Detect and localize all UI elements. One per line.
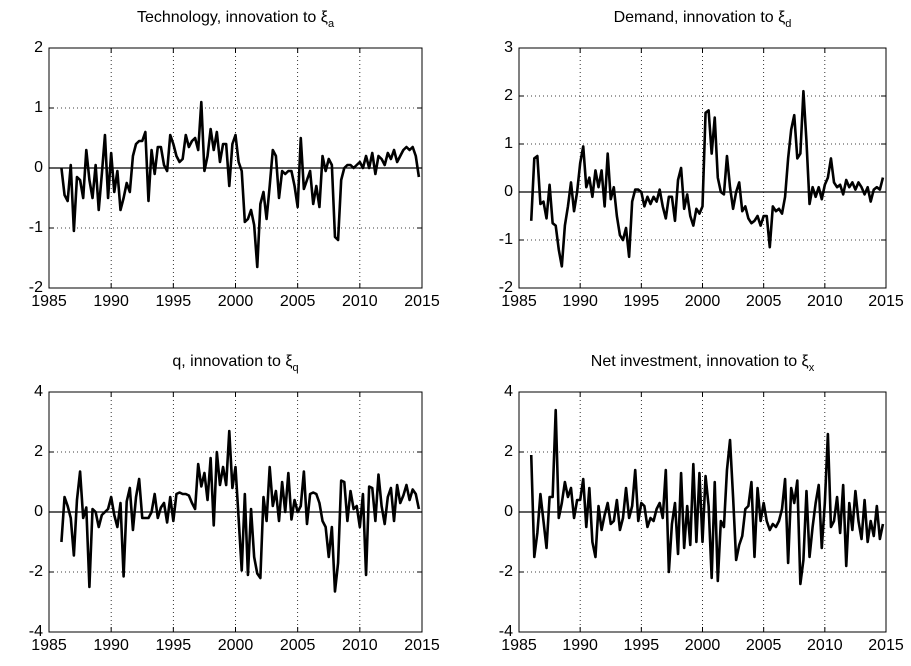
x-tick-label: 1995 (156, 293, 192, 310)
x-tick-label: 2015 (404, 293, 440, 310)
title-subscript: a (328, 18, 335, 30)
x-tick-label: 1985 (501, 637, 537, 654)
data-line (60, 429, 421, 593)
y-tick-label: 2 (504, 443, 513, 460)
y-tick-label: 0 (504, 503, 513, 520)
x-tick-label: 2010 (342, 293, 378, 310)
y-tick-label: -1 (499, 231, 513, 248)
x-tick-label: 1990 (562, 293, 598, 310)
title-subscript: q (293, 362, 299, 374)
title-subscript: d (785, 18, 791, 30)
y-tick-label: 0 (504, 183, 513, 200)
x-tick-label: 2000 (218, 293, 254, 310)
subplot: Demand, innovation to ξd 1985 1990 1995 2000… (499, 9, 904, 310)
x-tick-label: 2000 (218, 637, 254, 654)
y-tick-label: 4 (504, 383, 513, 400)
y-tick-label: 0 (34, 159, 43, 176)
subplot: Net investment, innovation to ξx 1985 1990… (499, 353, 904, 654)
x-tick-label: 2015 (868, 637, 904, 654)
subplot-title: Net investment, innovation to ξx (591, 353, 815, 374)
y-tick-label: 3 (504, 39, 513, 56)
x-tick-label: 2005 (746, 637, 782, 654)
title-text: q, innovation to ξ (172, 353, 292, 370)
x-tick-label: 2010 (342, 637, 378, 654)
x-tick-label: 1995 (624, 637, 660, 654)
data-line (529, 89, 885, 268)
y-tick-label: -2 (499, 563, 513, 580)
y-tick-label: 0 (34, 503, 43, 520)
x-tick-label: 1995 (624, 293, 660, 310)
axes-frame (518, 47, 887, 289)
y-tick-label: 1 (34, 99, 43, 116)
axes-frame (48, 391, 423, 633)
x-tick-label: 1985 (31, 637, 67, 654)
x-tick-label: 1995 (156, 637, 192, 654)
x-tick-label: 1990 (93, 293, 129, 310)
axes-frame (518, 391, 887, 633)
title-subscript: x (809, 362, 815, 374)
data-line (529, 408, 885, 586)
x-tick-label: 2015 (868, 293, 904, 310)
y-tick-label: 1 (504, 135, 513, 152)
subplot: q, innovation to ξq 1985 1990 1995 2000 2005 2… (29, 353, 440, 654)
x-tick-label: 2005 (280, 637, 316, 654)
x-tick-label: 1990 (93, 637, 129, 654)
x-tick-label: 1985 (31, 293, 67, 310)
x-tick-label: 2015 (404, 637, 440, 654)
y-tick-label: 2 (34, 39, 43, 56)
x-tick-label: 2000 (685, 293, 721, 310)
y-tick-label: 2 (504, 87, 513, 104)
y-tick-label: 2 (34, 443, 43, 460)
y-tick-label: -2 (29, 279, 43, 296)
x-tick-label: 1990 (562, 637, 598, 654)
x-tick-label: 1985 (501, 293, 537, 310)
y-tick-label: -1 (29, 219, 43, 236)
x-tick-label: 2010 (807, 293, 843, 310)
x-tick-label: 2005 (280, 293, 316, 310)
subplot-title: Technology, innovation to ξa (137, 9, 335, 30)
data-line (60, 100, 421, 269)
subplot: Technology, innovation to ξa 1985 1990 1995… (29, 9, 440, 310)
x-tick-label: 2010 (807, 637, 843, 654)
x-tick-label: 2005 (746, 293, 782, 310)
y-tick-label: -4 (499, 623, 513, 640)
x-tick-label: 2000 (685, 637, 721, 654)
subplot-title: q, innovation to ξq (172, 353, 298, 374)
axes-frame (48, 47, 423, 289)
subplot-title: Demand, innovation to ξd (614, 9, 792, 30)
title-text: Net investment, innovation to ξ (591, 353, 809, 370)
title-text: Technology, innovation to ξ (137, 9, 328, 26)
y-tick-label: -2 (499, 279, 513, 296)
y-tick-label: -2 (29, 563, 43, 580)
y-tick-label: 4 (34, 383, 43, 400)
y-tick-label: -4 (29, 623, 43, 640)
title-text: Demand, innovation to ξ (614, 9, 786, 26)
